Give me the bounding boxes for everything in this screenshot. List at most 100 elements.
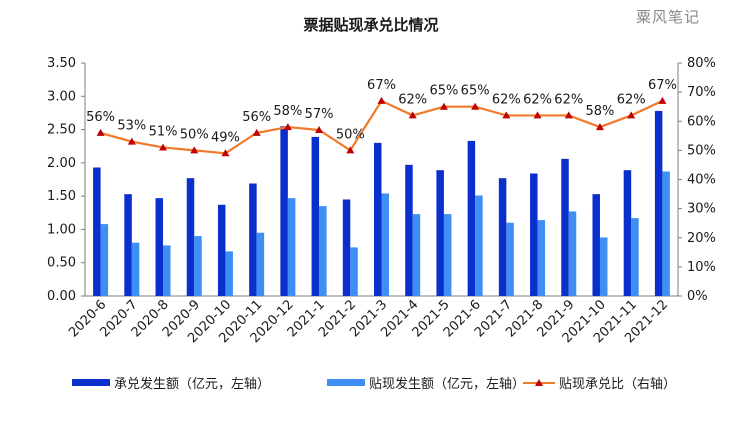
ratio-marker bbox=[346, 146, 355, 154]
ratio-data-label: 58% bbox=[586, 104, 615, 119]
bar-discount bbox=[287, 198, 296, 296]
bar-acceptance bbox=[311, 136, 320, 296]
ratio-data-label: 58% bbox=[273, 104, 302, 119]
ratio-marker bbox=[408, 111, 417, 119]
ratio-data-label: 57% bbox=[305, 107, 334, 122]
bar-acceptance bbox=[342, 199, 351, 296]
bar-acceptance bbox=[249, 183, 257, 296]
bar-acceptance bbox=[155, 198, 164, 296]
watermark-text: 粟风笔记 bbox=[636, 8, 700, 26]
bar-discount bbox=[319, 206, 327, 296]
ratio-data-label: 56% bbox=[242, 110, 271, 125]
bar-acceptance bbox=[654, 110, 663, 296]
bar-acceptance bbox=[124, 194, 132, 296]
ratio-marker bbox=[190, 146, 199, 154]
legend-label: 贴现发生额（亿元，左轴） bbox=[369, 376, 525, 392]
y-left-tick-label: 3.00 bbox=[47, 89, 76, 104]
ratio-data-label: 65% bbox=[461, 84, 490, 99]
ratio-data-label: 62% bbox=[617, 92, 646, 107]
bar-discount bbox=[475, 195, 483, 296]
bar-discount bbox=[662, 171, 670, 296]
bar-acceptance bbox=[561, 158, 569, 296]
y-right-tick-label: 80% bbox=[687, 56, 716, 71]
ratio-marker bbox=[564, 111, 573, 119]
plot-area: 0.00 0.50 1.00 1.50 2.00 2.50 3.00 3.50 0% 10% 20%… bbox=[47, 56, 716, 346]
ratio-marker bbox=[595, 123, 604, 131]
ratio-marker bbox=[283, 123, 292, 131]
y-right-tick-label: 10% bbox=[687, 260, 716, 275]
ratio-marker bbox=[252, 128, 261, 136]
ratio-marker bbox=[159, 143, 168, 151]
bar-discount bbox=[131, 242, 140, 296]
bar-acceptance bbox=[405, 164, 413, 296]
bar-discount bbox=[194, 236, 202, 296]
bar-acceptance bbox=[374, 142, 382, 296]
y-right-tick-label: 40% bbox=[687, 173, 716, 188]
bar-discount bbox=[631, 218, 639, 296]
ratio-data-label: 62% bbox=[554, 92, 583, 107]
bar-acceptance bbox=[530, 173, 538, 296]
bar-discount bbox=[412, 214, 421, 296]
ratio-data-label: 49% bbox=[211, 130, 240, 145]
ratio-marker bbox=[658, 96, 667, 104]
legend-swatch-ratio-marker bbox=[535, 379, 543, 386]
ratio-marker bbox=[221, 149, 230, 157]
ratio-data-label: 62% bbox=[492, 92, 521, 107]
bar-acceptance bbox=[623, 170, 632, 296]
y-right-tick-label: 70% bbox=[687, 85, 716, 100]
ratio-marker bbox=[377, 96, 386, 104]
bar-acceptance bbox=[467, 140, 476, 296]
ratio-data-label: 67% bbox=[367, 78, 396, 93]
ratio-marker bbox=[627, 111, 636, 119]
y-right-tick-label: 30% bbox=[687, 202, 716, 217]
legend-label: 承兑发生额（亿元，左轴） bbox=[114, 376, 270, 392]
bar-acceptance bbox=[592, 194, 600, 296]
y-right-tick-label: 60% bbox=[687, 114, 716, 129]
bar-discount bbox=[537, 220, 546, 296]
bar-discount bbox=[506, 222, 514, 296]
bar-acceptance bbox=[217, 204, 226, 296]
ratio-marker bbox=[439, 102, 448, 110]
legend-swatch-acceptance bbox=[72, 379, 110, 386]
y-right-tick-label: 20% bbox=[687, 231, 716, 246]
ratio-marker bbox=[96, 128, 105, 136]
ratio-marker bbox=[471, 102, 480, 110]
ratio-marker bbox=[533, 111, 542, 119]
bar-acceptance bbox=[436, 170, 444, 296]
ratio-data-label: 56% bbox=[86, 110, 115, 125]
legend-swatch-discount bbox=[327, 379, 365, 386]
ratio-data-label: 62% bbox=[398, 92, 427, 107]
y-right-tick-label: 50% bbox=[687, 143, 716, 158]
y-left-tick-label: 1.50 bbox=[47, 189, 76, 204]
bar-discount bbox=[225, 251, 233, 296]
ratio-marker bbox=[127, 137, 136, 145]
ratio-data-label: 50% bbox=[336, 127, 365, 142]
y-right-tick-label: 0% bbox=[687, 289, 708, 304]
ratio-data-label: 53% bbox=[117, 119, 146, 134]
ratio-marker bbox=[502, 111, 511, 119]
bar-acceptance bbox=[498, 178, 507, 296]
y-left-tick-label: 3.50 bbox=[47, 56, 76, 71]
y-left-tick-label: 2.50 bbox=[47, 123, 76, 138]
ratio-data-label: 62% bbox=[523, 92, 552, 107]
bar-discount bbox=[256, 232, 265, 296]
bar-discount bbox=[381, 193, 389, 296]
legend-label: 贴现承兑比（右轴） bbox=[559, 377, 676, 392]
legend: 承兑发生额（亿元，左轴） 贴现发生额（亿元，左轴） 贴现承兑比（右轴） bbox=[72, 376, 676, 392]
bar-acceptance bbox=[93, 167, 101, 296]
bar-discount bbox=[443, 214, 452, 296]
bar-discount bbox=[163, 245, 171, 296]
ratio-data-label: 67% bbox=[648, 78, 677, 93]
y-left-tick-label: 1.00 bbox=[47, 222, 76, 237]
y-left-tick-label: 2.00 bbox=[47, 156, 76, 171]
ratio-data-label: 51% bbox=[149, 124, 178, 139]
bar-acceptance bbox=[280, 126, 288, 296]
bar-acceptance bbox=[186, 178, 195, 296]
chart-title: 票据贴现承兑比情况 bbox=[303, 16, 438, 34]
ratio-data-label: 50% bbox=[180, 127, 209, 142]
bar-discount bbox=[599, 237, 608, 296]
y-left-tick-label: 0.50 bbox=[47, 256, 76, 271]
bar-discount bbox=[350, 247, 358, 296]
bar-discount bbox=[568, 211, 577, 296]
